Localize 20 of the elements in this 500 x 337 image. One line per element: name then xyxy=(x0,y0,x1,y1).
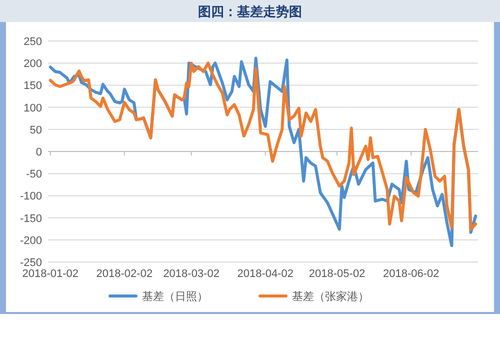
y-tick-label: -50 xyxy=(26,168,42,181)
y-tick-label: 100 xyxy=(24,102,42,114)
y-tick-label: -100 xyxy=(20,190,42,203)
x-tick-label: 2018-04-02 xyxy=(237,268,294,280)
legend-label: 基差（日照） xyxy=(142,290,208,303)
y-tick-label: -150 xyxy=(20,212,42,225)
y-tick-label: 150 xyxy=(24,80,42,92)
y-tick-label: 200 xyxy=(24,58,42,70)
x-tick-label: 2018-01-02 xyxy=(22,268,79,280)
y-tick-label: 50 xyxy=(30,124,42,136)
chart-title: 图四：基差走势图 xyxy=(198,4,302,19)
y-tick-label: 250 xyxy=(24,36,42,48)
x-tick-label: 2018-02-02 xyxy=(96,268,153,280)
x-tick-label: 2018-03-02 xyxy=(163,268,220,280)
y-tick-label: -250 xyxy=(20,257,42,269)
y-tick-label: 0 xyxy=(36,146,42,158)
x-tick-label: 2018-06-02 xyxy=(382,268,440,280)
y-tick-label: -200 xyxy=(20,234,42,247)
legend-label: 基差（张家港） xyxy=(292,290,369,303)
x-tick-label: 2018-05-02 xyxy=(308,268,366,280)
